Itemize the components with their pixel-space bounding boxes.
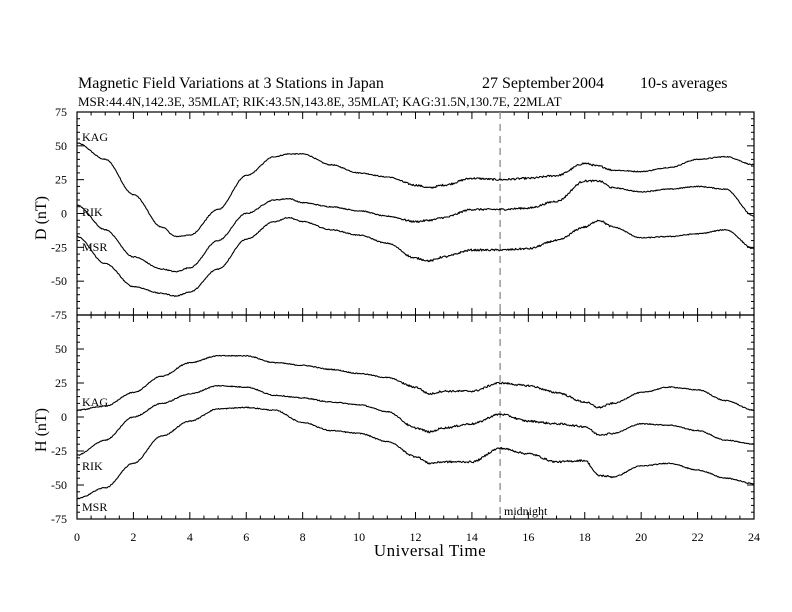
station-label-rik: RIK <box>82 205 103 219</box>
x-tick-label: 6 <box>243 530 249 544</box>
d-panel: 75 50 25 0 -25 -50 -75 KAG RIK MSR D (nT) <box>33 105 755 322</box>
title-year: 2004 <box>572 75 604 92</box>
x-tick-label: 22 <box>692 530 704 544</box>
trace-kag <box>76 142 755 238</box>
title-date: 27 September <box>482 75 571 92</box>
d-panel-station-labels: KAG RIK MSR <box>82 130 108 254</box>
chart-title: Magnetic Field Variations at 3 Stations … <box>78 75 384 92</box>
h-panel-traces <box>76 354 755 500</box>
x-tick-label: 18 <box>579 530 591 544</box>
x-tick-label: 2 <box>130 530 136 544</box>
station-label-msr: MSR <box>82 240 107 254</box>
h-panel: 50 25 0 -25 -50 -75 KAG RIK MSR H (nT) midnight <box>33 314 755 526</box>
station-label-kag: KAG <box>82 130 108 144</box>
x-tick-label: 4 <box>187 530 193 544</box>
chart-subtitle: MSR:44.4N,142.3E, 35MLAT; RIK:43.5N,143.… <box>78 94 562 109</box>
trace-kag <box>76 354 755 412</box>
y-tick-label: -50 <box>51 478 67 492</box>
d-axis-label: D (nT) <box>33 196 50 240</box>
midnight-annotation: midnight <box>504 504 548 518</box>
y-tick-label: -25 <box>51 444 67 458</box>
d-panel-ticks <box>76 111 755 316</box>
h-panel-ticks <box>76 315 755 520</box>
trace-rik <box>76 179 755 273</box>
title-averages: 10-s averages <box>640 75 728 92</box>
y-tick-label: 0 <box>61 410 67 424</box>
h-axis-label: H (nT) <box>33 408 50 452</box>
y-tick-label: -75 <box>51 308 67 322</box>
h-panel-station-labels: KAG RIK MSR <box>82 395 108 514</box>
trace-msr <box>77 406 755 500</box>
y-tick-label: -75 <box>51 512 67 526</box>
x-axis-tick-labels: 0 2 4 6 8 10 12 14 16 18 20 22 24 <box>74 530 760 544</box>
y-tick-label: 25 <box>55 173 67 187</box>
x-tick-label: 24 <box>748 530 760 544</box>
d-panel-traces <box>76 142 755 297</box>
x-tick-label: 0 <box>74 530 80 544</box>
x-tick-label: 12 <box>410 530 422 544</box>
h-panel-frame <box>76 314 755 520</box>
station-label-rik: RIK <box>82 459 103 473</box>
trace-msr <box>76 216 755 297</box>
x-tick-label: 20 <box>635 530 647 544</box>
y-tick-label: -25 <box>51 240 67 254</box>
x-tick-label: 16 <box>522 530 534 544</box>
h-panel-tick-labels: 50 25 0 -25 -50 -75 <box>51 342 67 526</box>
x-tick-label: 14 <box>466 530 478 544</box>
y-tick-label: 50 <box>55 139 67 153</box>
x-axis-label: Universal Time <box>374 541 486 560</box>
y-tick-label: -50 <box>51 274 67 288</box>
d-panel-tick-labels: 75 50 25 0 -25 -50 -75 <box>51 105 67 322</box>
station-label-msr: MSR <box>82 500 107 514</box>
d-panel-frame <box>76 111 755 316</box>
station-label-kag: KAG <box>82 395 108 409</box>
y-tick-label: 75 <box>55 105 67 119</box>
x-tick-label: 8 <box>300 530 306 544</box>
trace-rik <box>76 384 755 456</box>
x-tick-label: 10 <box>353 530 365 544</box>
y-tick-label: 0 <box>61 207 67 221</box>
y-tick-label: 50 <box>55 342 67 356</box>
y-tick-label: 25 <box>55 376 67 390</box>
